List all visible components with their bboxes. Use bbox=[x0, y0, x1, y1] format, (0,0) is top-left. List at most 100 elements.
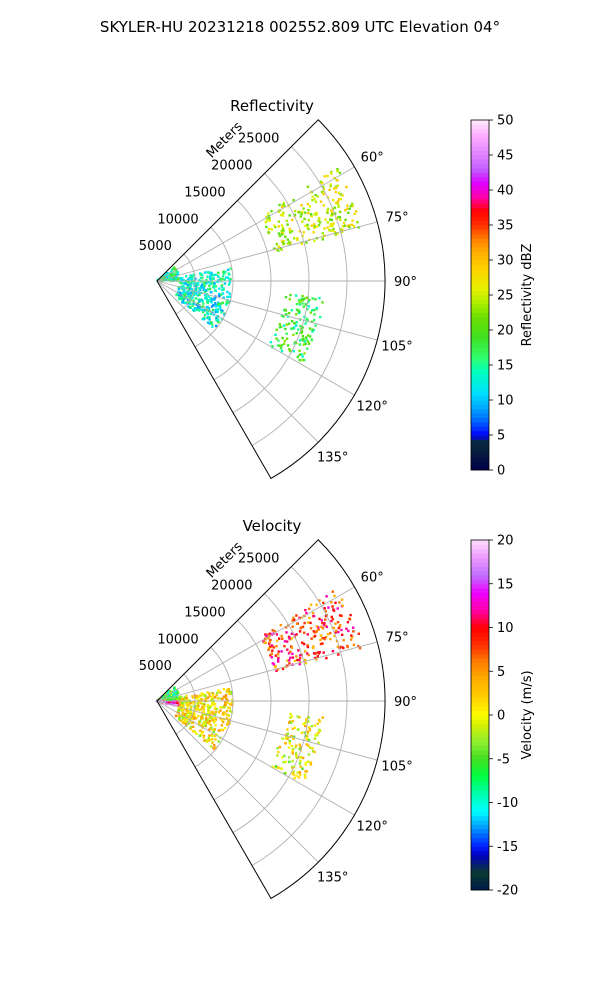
echo-gate bbox=[169, 701, 172, 704]
echo-gate bbox=[279, 624, 283, 627]
echo-gate bbox=[272, 766, 276, 769]
echo-gate bbox=[198, 272, 202, 275]
colorbar-segment bbox=[471, 649, 489, 655]
echo-gate bbox=[288, 242, 291, 245]
colorbar-segment bbox=[471, 846, 489, 852]
echo-gate bbox=[303, 621, 306, 625]
echo-gate bbox=[319, 180, 323, 183]
colorbar-segment bbox=[471, 544, 489, 550]
echo-gate bbox=[285, 323, 288, 326]
echo-gate bbox=[352, 630, 355, 633]
echo-gate bbox=[178, 297, 181, 301]
colorbar-segment bbox=[471, 645, 489, 650]
echo-gate bbox=[224, 701, 227, 704]
echo-gate bbox=[219, 709, 222, 712]
colorbar-tick-label: 15 bbox=[497, 359, 514, 374]
echo-gate bbox=[325, 656, 328, 660]
radial-tick-label: 10000 bbox=[157, 632, 198, 647]
echo-gate bbox=[305, 611, 308, 615]
echo-gate bbox=[351, 219, 354, 222]
echo-gate bbox=[284, 309, 288, 312]
echo-gate bbox=[216, 310, 219, 313]
echo-gate bbox=[189, 305, 192, 309]
colorbar-segment bbox=[471, 872, 489, 878]
colorbar-segment bbox=[471, 885, 489, 891]
echo-gate bbox=[356, 221, 359, 224]
echo-gate bbox=[284, 742, 287, 745]
echo-gate bbox=[280, 756, 284, 759]
echo-gate bbox=[204, 297, 207, 300]
echo-gate bbox=[291, 750, 294, 753]
echo-gate bbox=[212, 298, 216, 301]
echo-gate bbox=[339, 193, 342, 196]
echo-gate bbox=[214, 733, 218, 736]
echo-gate bbox=[228, 278, 231, 281]
echo-gate bbox=[184, 294, 187, 297]
echo-gate bbox=[269, 341, 273, 344]
echo-gate bbox=[281, 214, 285, 217]
echo-gate bbox=[177, 290, 180, 294]
echo-gate bbox=[214, 738, 217, 741]
echo-gate bbox=[341, 225, 344, 228]
echo-gate bbox=[226, 722, 230, 725]
echo-gate bbox=[211, 728, 214, 732]
echo-gate bbox=[330, 214, 333, 217]
echo-gate bbox=[301, 334, 305, 338]
echo-gate bbox=[330, 213, 334, 216]
panel-title: Velocity bbox=[243, 517, 302, 535]
echo-gate bbox=[186, 711, 190, 714]
echo-gate bbox=[336, 216, 340, 219]
echo-gate bbox=[276, 344, 280, 347]
echo-gate bbox=[195, 308, 199, 311]
echo-gate bbox=[215, 318, 218, 322]
echo-gate bbox=[226, 295, 229, 299]
echo-gate bbox=[213, 728, 216, 731]
echo-gate bbox=[186, 301, 189, 304]
echo-gate bbox=[338, 210, 342, 214]
echo-gate bbox=[181, 704, 184, 707]
echo-gate bbox=[175, 275, 178, 279]
colorbar-segment bbox=[471, 378, 489, 383]
echo-gate bbox=[185, 714, 188, 717]
range-ring bbox=[251, 146, 348, 446]
radial-tick-label: 15000 bbox=[184, 605, 225, 620]
echo-gate bbox=[344, 209, 347, 212]
echo-gate bbox=[181, 291, 184, 294]
colorbar-segment bbox=[471, 172, 489, 178]
echo-gate bbox=[278, 234, 282, 238]
echo-gate bbox=[286, 242, 290, 245]
echo-gate bbox=[217, 292, 221, 296]
echo-gate bbox=[341, 194, 344, 197]
echo-gate bbox=[308, 205, 312, 208]
echo-gate bbox=[263, 641, 266, 644]
echo-gate bbox=[291, 749, 294, 752]
echo-gate bbox=[214, 308, 217, 312]
echo-gate bbox=[209, 274, 212, 277]
echo-gate bbox=[192, 729, 195, 733]
echo-gate bbox=[275, 328, 278, 331]
echo-gate bbox=[203, 282, 206, 285]
echo-gate bbox=[312, 230, 315, 234]
echo-gate bbox=[269, 654, 272, 657]
echo-gate bbox=[180, 298, 183, 301]
echo-gate bbox=[180, 708, 183, 711]
echo-gate bbox=[191, 717, 194, 721]
range-ring bbox=[175, 253, 196, 315]
colorbar-segment bbox=[471, 557, 489, 563]
echo-gate bbox=[214, 706, 217, 709]
echo-gate bbox=[205, 282, 208, 285]
echo-gate bbox=[306, 760, 310, 763]
echo-gate bbox=[306, 185, 310, 188]
echo-gate bbox=[209, 290, 212, 294]
colorbar-segment bbox=[471, 369, 489, 375]
echo-gate bbox=[318, 720, 321, 723]
colorbar-tick-label: 35 bbox=[497, 219, 514, 234]
colorbar-segment bbox=[471, 771, 489, 777]
echo-gate bbox=[321, 627, 325, 630]
echo-gate bbox=[310, 224, 313, 227]
echo-gate bbox=[176, 271, 179, 274]
echo-gate bbox=[294, 746, 297, 749]
echo-gate bbox=[310, 320, 314, 324]
echo-gate bbox=[307, 212, 310, 215]
